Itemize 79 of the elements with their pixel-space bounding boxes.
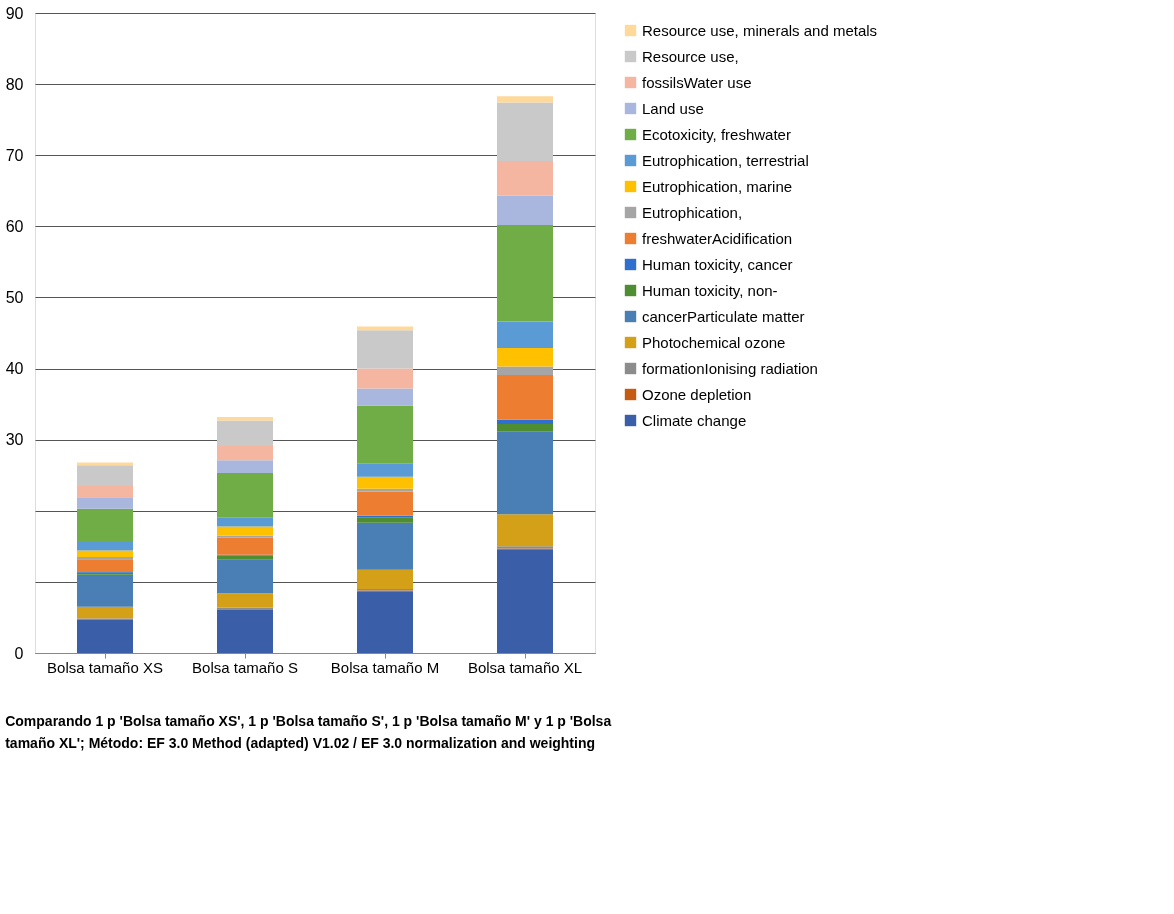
bar bbox=[217, 420, 273, 447]
bar bbox=[357, 591, 413, 653]
legend-label: Photochemical ozone bbox=[642, 333, 786, 351]
bar bbox=[217, 537, 273, 555]
bar bbox=[77, 497, 133, 509]
legend-label: Eutrophication, marine bbox=[642, 177, 793, 195]
bar bbox=[217, 517, 273, 527]
bar bbox=[497, 366, 553, 375]
bar bbox=[77, 462, 133, 466]
legend-label: Human toxicity, cancer bbox=[642, 255, 793, 273]
bar bbox=[357, 463, 413, 477]
bar bbox=[77, 508, 133, 543]
bar bbox=[357, 569, 413, 589]
y-tick-label: 80 bbox=[5, 75, 24, 93]
x-tick-label: Bolsa tamaño M bbox=[330, 658, 440, 676]
bar bbox=[77, 542, 133, 551]
bar bbox=[357, 488, 413, 492]
bar bbox=[217, 446, 273, 461]
y-tick-label: 0 bbox=[14, 644, 24, 662]
bar bbox=[497, 424, 553, 432]
bar bbox=[497, 224, 553, 322]
legend-label: Land use bbox=[642, 99, 704, 117]
legend-label: Resource use, minerals and metals bbox=[642, 21, 878, 39]
x-tick-label: Bolsa tamaño XL bbox=[467, 658, 583, 676]
legend-label: freshwaterAcidification bbox=[642, 229, 793, 247]
bar bbox=[497, 321, 553, 348]
bar bbox=[497, 102, 553, 161]
bar bbox=[77, 550, 133, 557]
y-tick-label: 50 bbox=[5, 288, 24, 306]
legend-label: Resource use, bbox=[642, 47, 739, 65]
bar bbox=[77, 559, 133, 572]
legend-label: fossilsWater use bbox=[642, 73, 752, 91]
bar bbox=[497, 419, 553, 425]
bar bbox=[217, 609, 273, 653]
legend-label: formationIonising radiation bbox=[642, 359, 818, 377]
bar bbox=[497, 96, 553, 103]
bar bbox=[77, 606, 133, 619]
bar bbox=[217, 555, 273, 560]
bar bbox=[497, 549, 553, 653]
bar bbox=[357, 517, 413, 523]
bar bbox=[497, 347, 553, 367]
bar bbox=[357, 405, 413, 464]
bar bbox=[497, 160, 553, 196]
bar bbox=[357, 476, 413, 489]
bar bbox=[357, 368, 413, 389]
y-tick-label: 70 bbox=[5, 146, 24, 164]
bar bbox=[357, 491, 413, 516]
bar bbox=[217, 460, 273, 474]
bar bbox=[357, 522, 413, 570]
bar bbox=[497, 514, 553, 547]
bar bbox=[357, 388, 413, 406]
legend-label: Climate change bbox=[642, 411, 747, 429]
bar bbox=[217, 593, 273, 608]
bar bbox=[217, 535, 273, 538]
bar bbox=[77, 557, 133, 560]
bar bbox=[77, 574, 133, 607]
bar bbox=[497, 431, 553, 515]
text: Comparando 1 p 'Bolsa tamaño XS', 1 p 'Bolsa tamaño S', 1 p 'Bolsa tamaño M' y 1 p 'Bolsa tamaño XL'; Método: EF 3.0 Method (adapted) V1.02 / EF 3.0 normalization and weighting bbox=[5, 713, 612, 751]
bar bbox=[77, 485, 133, 498]
legend-label: cancerParticulate matter bbox=[642, 307, 805, 325]
bar bbox=[217, 473, 273, 518]
legend-label: Eutrophication, bbox=[642, 203, 743, 221]
legend-label: Ecotoxicity, freshwater bbox=[642, 125, 791, 143]
bar bbox=[357, 330, 413, 369]
bar bbox=[497, 195, 553, 225]
legend-label: Ozone depletion bbox=[642, 385, 752, 403]
x-tick-label: Bolsa tamaño XS bbox=[47, 658, 163, 676]
y-tick-label: 40 bbox=[5, 360, 24, 378]
bar bbox=[77, 465, 133, 486]
bar bbox=[217, 559, 273, 594]
y-tick-label: 30 bbox=[5, 431, 24, 449]
legend-label: Eutrophication, terrestrial bbox=[642, 151, 809, 169]
y-tick-label: 90 bbox=[5, 4, 24, 22]
legend-label: Human toxicity, non- bbox=[642, 281, 778, 299]
bar bbox=[217, 526, 273, 536]
bar bbox=[497, 374, 553, 420]
bar bbox=[77, 619, 133, 653]
y-tick-label: 60 bbox=[5, 217, 24, 235]
x-tick-label: Bolsa tamaño S bbox=[192, 658, 298, 676]
